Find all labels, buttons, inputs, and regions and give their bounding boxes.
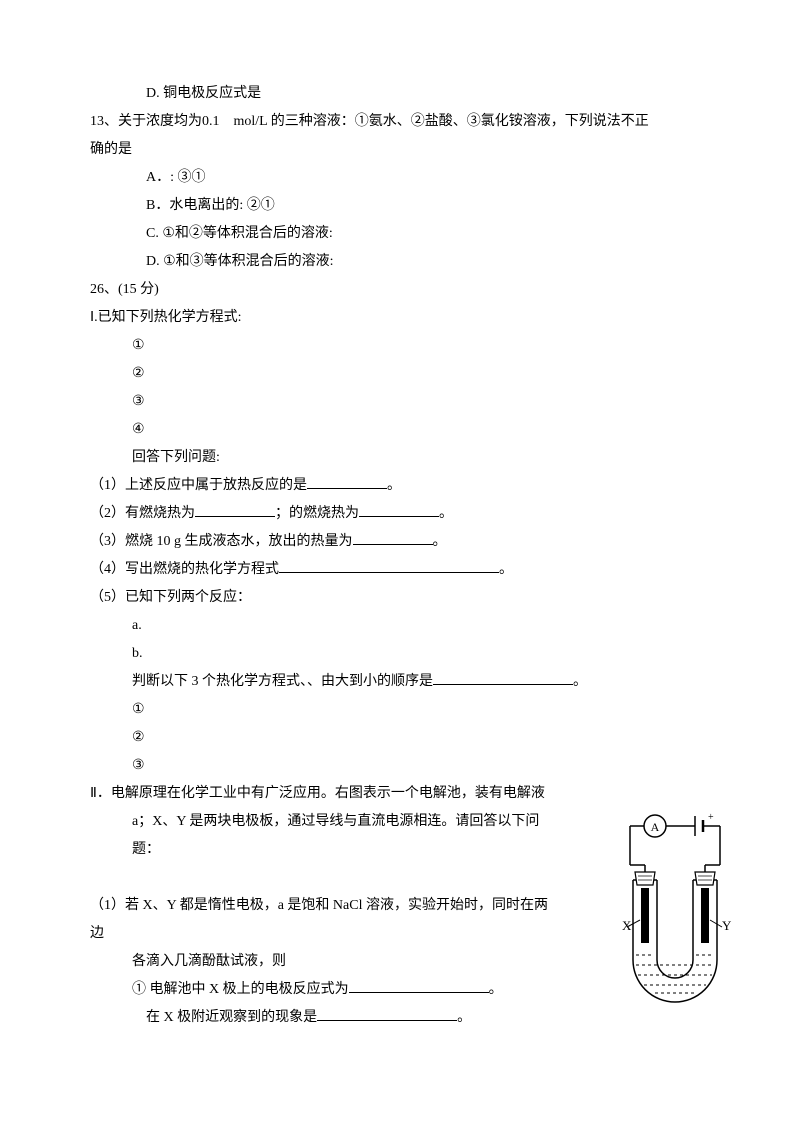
electrode-y-label: Y: [722, 918, 732, 933]
blank: [353, 531, 433, 545]
q26-part1-sub1: （1）上述反应中属于放热反应的是 。: [90, 472, 710, 500]
q26-part1-sub1-end: 。: [387, 478, 401, 493]
q12-option-d: D. 铜电极反应式是: [90, 80, 710, 108]
q26-part1-sub3: （3）燃烧 10 g 生成液态水，放出的热量为 。: [90, 528, 710, 556]
q26-part2-stem-line1: Ⅱ．电解原理在化学工业中有广泛应用。右图表示一个电解池，装有电解液: [90, 780, 710, 808]
battery-plus-icon: +: [708, 812, 714, 823]
q26-part1-eq4: ④: [90, 416, 710, 444]
q26-part1-sub3-end: 。: [433, 534, 447, 549]
q26-header: 26、(15 分): [90, 276, 710, 304]
q26-part2-sub1-line5-end: 。: [457, 1010, 471, 1025]
q26-part1-sub2: （2）有燃烧热为 ；的燃烧热为 。: [90, 500, 710, 528]
q13-stem-line2: 确的是: [90, 136, 710, 164]
q26-part1-eq1: ①: [90, 332, 710, 360]
q26-part1-sub4-end: 。: [499, 562, 513, 577]
q26-part1-sub5-judge-text: 判断以下 3 个热化学方程式、、由大到小的顺序是: [132, 674, 433, 689]
u-tube-inner: [657, 880, 693, 978]
q13-option-d: D. ①和③等体积混合后的溶液:: [90, 248, 710, 276]
q26-part1-sub5-n2: ②: [90, 724, 710, 752]
ammeter-label: A: [651, 820, 660, 834]
stopper-right: [695, 872, 715, 885]
blank: [359, 503, 439, 517]
q26-part1-sub5: （5）已知下列两个反应：: [90, 584, 710, 612]
blank: [279, 559, 499, 573]
q26-part1-sub2-end: 。: [439, 506, 453, 521]
electrolysis-diagram: A +: [600, 810, 740, 1010]
blank: [433, 671, 573, 685]
blank: [307, 475, 387, 489]
q26-part1-sub5-judge: 判断以下 3 个热化学方程式、、由大到小的顺序是 。: [90, 668, 710, 696]
q26-part2-sub1-line5-text: 在 X 极附近观察到的现象是: [146, 1010, 317, 1025]
q13-option-b: B．水电离出的: ②①: [90, 192, 710, 220]
electrode-x: [641, 888, 649, 943]
q13-stem-line1: 13、关于浓度均为0.1 mol/L 的三种溶液：①氨水、②盐酸、③氯化铵溶液，…: [90, 108, 710, 136]
q26-part1-sub3-text: （3）燃烧 10 g 生成液态水，放出的热量为: [90, 534, 353, 549]
blank: [317, 1007, 457, 1021]
electrolysis-svg: A +: [600, 810, 740, 1010]
q13-option-a: A．: ③①: [90, 164, 710, 192]
q13-option-c: C. ①和②等体积混合后的溶液:: [90, 220, 710, 248]
q26-part1-sub5-n3: ③: [90, 752, 710, 780]
q26-part1-sub4: （4）写出燃烧的热化学方程式 。: [90, 556, 710, 584]
q26-part1-sub4-text: （4）写出燃烧的热化学方程式: [90, 562, 279, 577]
q26-part1-sub5-a: a.: [90, 612, 710, 640]
electrode-y: [701, 888, 709, 943]
q26-part2-sub1-line4-text: ① 电解池中 X 极上的电极反应式为: [132, 982, 349, 997]
q26-part1-sub2-text1: （2）有燃烧热为: [90, 506, 195, 521]
q26-part1-sub5-judge-end: 。: [573, 674, 587, 689]
q26-part1-sub2-text2: ；的燃烧热为: [275, 506, 359, 521]
q26-part1-stem: Ⅰ.已知下列热化学方程式:: [90, 304, 710, 332]
q26-part1-eq3: ③: [90, 388, 710, 416]
blank: [349, 979, 489, 993]
liquid-fill: [636, 955, 714, 993]
q26-part1-answerheader: 回答下列问题:: [90, 444, 710, 472]
q26-part1-eq2: ②: [90, 360, 710, 388]
q26-part1-sub5-b: b.: [90, 640, 710, 668]
blank: [195, 503, 275, 517]
q26-part1-sub5-n1: ①: [90, 696, 710, 724]
q26-part1-sub1-text: （1）上述反应中属于放热反应的是: [90, 478, 307, 493]
stopper-left: [635, 872, 655, 885]
q26-part2-sub1-line4-end: 。: [489, 982, 503, 997]
y-label-line: [710, 920, 722, 927]
